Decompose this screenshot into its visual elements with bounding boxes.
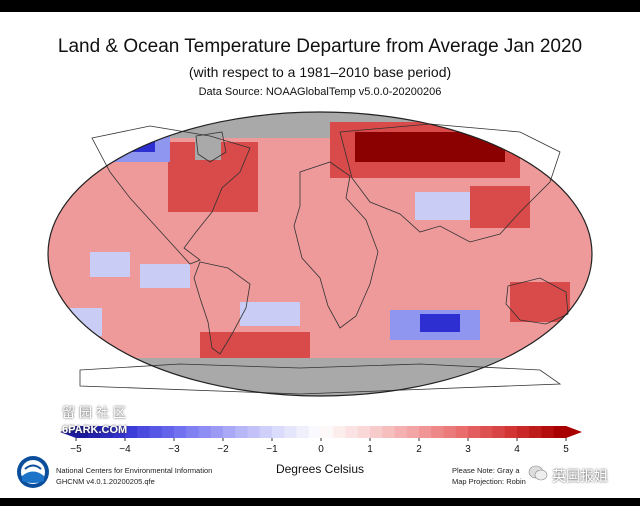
colorbar-cell <box>308 426 322 438</box>
colorbar-cell <box>100 426 114 438</box>
colorbar-cell <box>455 426 469 438</box>
noaa-logo-icon <box>17 456 49 488</box>
siberia-core <box>355 132 505 162</box>
wechat-icon <box>528 465 548 481</box>
colorbar-tick-label: 4 <box>514 444 520 455</box>
anomaly-field <box>48 112 592 396</box>
gray-note: Please Note: Gray a <box>452 466 520 475</box>
colorbar-cell <box>284 426 297 438</box>
arctic-no-data <box>48 112 592 138</box>
indian-ocean-strong-cool <box>420 314 460 332</box>
colorbar-tick-label: −1 <box>266 444 278 455</box>
colorbar-cell <box>406 426 420 438</box>
pacific-cool-2 <box>140 264 190 288</box>
australia-outline <box>505 277 569 325</box>
colorbar-cell <box>321 426 334 438</box>
ncei-name: National Centers for Environmental Infor… <box>56 466 213 475</box>
colorbar-tick-label: 3 <box>465 444 471 455</box>
dataset-version: GHCNM v4.0.1.20200205.qfe <box>56 477 155 486</box>
south-atlantic-cool <box>240 302 300 326</box>
colorbar-cell <box>259 426 273 438</box>
colorbar-cell <box>443 426 457 438</box>
colorbar-cell <box>394 426 408 438</box>
data-source: Data Source: NOAAGlobalTemp v5.0.0-20200… <box>198 86 442 98</box>
map-boundary <box>47 111 593 397</box>
colorbar-cell <box>161 426 175 438</box>
colorbar-cell <box>504 426 518 438</box>
colorbar-cell <box>431 426 444 438</box>
colorbar-tick-label: 0 <box>318 444 324 455</box>
colorbar-cell <box>296 426 310 438</box>
colorbar-cell <box>235 426 248 438</box>
colorbar-cell <box>382 426 395 438</box>
colorbar-cell <box>357 426 371 438</box>
colorbar-cell <box>370 426 383 438</box>
alaska-cool <box>90 122 170 162</box>
colorbar-tick-label: −5 <box>70 444 82 455</box>
colorbar-cell <box>517 426 530 438</box>
colorbar-cell <box>76 426 89 438</box>
antarctica-outline <box>79 363 562 395</box>
colorbar-cell <box>112 426 126 438</box>
pacific-cool-1 <box>90 252 130 277</box>
colorbar-cell <box>137 426 150 438</box>
europe-africa-outline <box>293 161 379 329</box>
ncei-credit: National Centers for Environmental Infor… <box>56 465 212 487</box>
north-america-outline <box>91 125 251 265</box>
alaska-strong-cool <box>105 130 155 152</box>
top-black-bar <box>0 0 640 12</box>
colorbar-cell <box>88 426 101 438</box>
colorbar-cell <box>419 426 432 438</box>
colorbar: −5 −4 −3 −2 −1 0 1 2 3 4 5 <box>60 426 582 455</box>
colorbar-cell <box>553 426 567 438</box>
australia-warm <box>510 282 570 322</box>
colorbar-cell <box>186 426 199 438</box>
south-america-outline <box>193 261 251 355</box>
watermark-wechat-account: 英国报姐 <box>552 468 608 484</box>
colorbar-cell <box>541 426 555 438</box>
colorbar-tick-label: 2 <box>416 444 422 455</box>
colorbar-cell <box>223 426 236 438</box>
colorbar-cell <box>480 426 493 438</box>
colorbar-low-arrow <box>60 426 76 438</box>
colorbar-cell <box>174 426 187 438</box>
colorbar-cell <box>492 426 506 438</box>
colorbar-cell <box>247 426 261 438</box>
watermark-6park-cn: 留园社区 <box>62 405 131 420</box>
greenland-no-data <box>195 138 221 160</box>
colorbar-cell <box>198 426 212 438</box>
world-anomaly-map <box>47 111 593 397</box>
colorbar-cell <box>345 426 359 438</box>
bottom-black-bar <box>0 498 640 506</box>
colorbar-high-arrow <box>566 426 582 438</box>
colorbar-tick-label: −2 <box>217 444 229 455</box>
map-title: Land & Ocean Temperature Departure from … <box>57 36 583 57</box>
colorbar-cell <box>125 426 138 438</box>
map-subtitle: (with respect to a 1981–2010 base period… <box>188 64 452 80</box>
colorbar-cell <box>272 426 285 438</box>
projection-note: Map Projection: Robin <box>452 477 526 486</box>
antarctic-no-data <box>48 358 592 396</box>
footer-notes: Please Note: Gray a Map Projection: Robi… <box>452 465 526 487</box>
colorbar-cell <box>333 426 346 438</box>
colorbar-cell <box>529 426 542 438</box>
colorbar-cell <box>149 426 163 438</box>
watermark-6park-url: 6PARK.COM <box>62 424 128 436</box>
east-asia-warm <box>470 186 530 228</box>
greenland-outline <box>195 131 227 163</box>
colorbar-tick-label: 1 <box>367 444 373 455</box>
colorbar-units-label: Degrees Celsius <box>275 462 365 476</box>
central-asia-cool <box>415 192 475 220</box>
colorbar-cell <box>468 426 481 438</box>
colorbar-tick-label: 5 <box>563 444 569 455</box>
colorbar-tick-label: −4 <box>119 444 131 455</box>
colorbar-cell <box>210 426 224 438</box>
asia-outline <box>339 123 561 243</box>
colorbar-tick-label: −3 <box>168 444 180 455</box>
continent-outlines <box>79 123 569 395</box>
